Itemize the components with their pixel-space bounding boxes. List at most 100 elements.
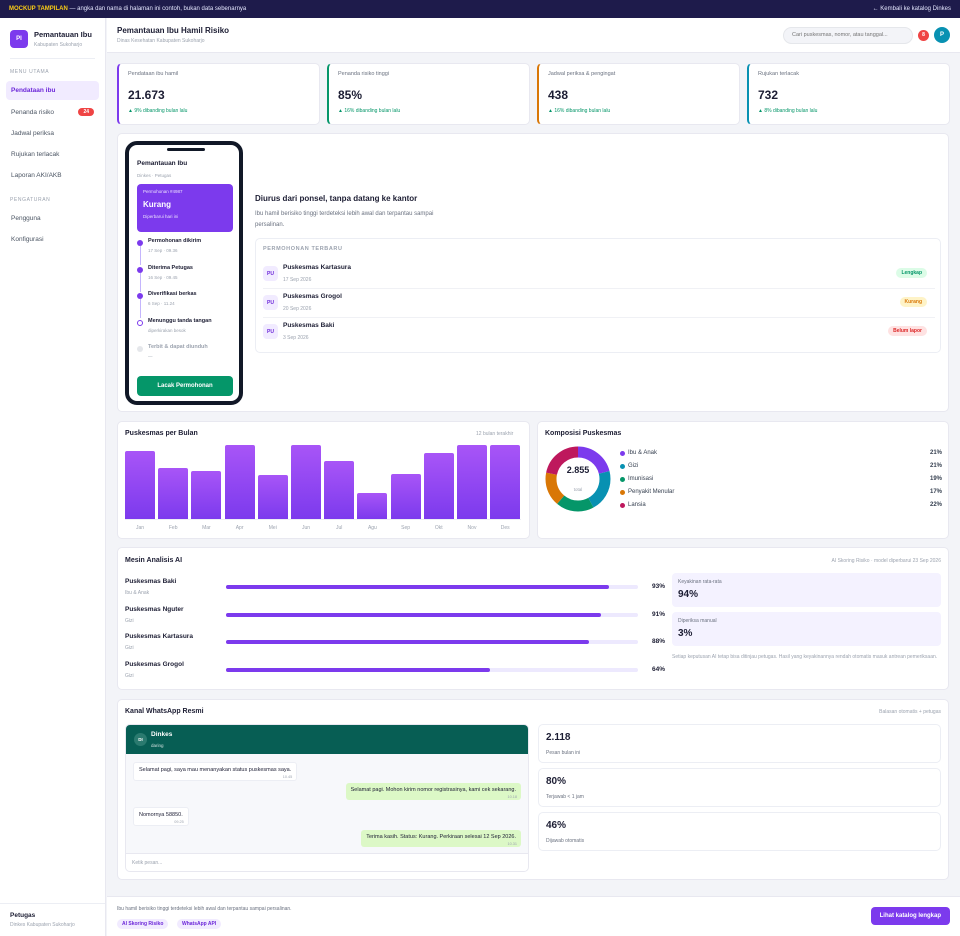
search-input[interactable] bbox=[783, 26, 913, 44]
back-to-catalog-link[interactable]: ← Kembali ke katalog Dinkes bbox=[872, 6, 951, 12]
x-tick-label: Jan bbox=[135, 525, 145, 531]
stat-value: 21.673 bbox=[128, 88, 165, 102]
message-text: Nomornya 58850. bbox=[139, 812, 183, 818]
bar-jun[interactable] bbox=[291, 444, 321, 519]
bar-mar[interactable] bbox=[191, 471, 222, 519]
ai-progress-fill bbox=[226, 668, 490, 672]
ai-score-row[interactable]: Puskesmas Baki Ibu & Anak 93% bbox=[125, 578, 665, 605]
donut-slice-penyakit-menular[interactable] bbox=[545, 446, 611, 512]
chat-message-in: Nomornya 58850. 09.25 bbox=[133, 807, 189, 826]
request-status-card: Permohonan #4987 Kurang Diperbarui hari … bbox=[137, 184, 233, 232]
brand: PI Pemantauan Ibu Kabupaten Sukoharjo bbox=[0, 18, 105, 58]
sidebar-divider bbox=[10, 58, 95, 59]
bar-jan[interactable] bbox=[125, 450, 155, 519]
phone-notch bbox=[167, 148, 205, 151]
list-item[interactable]: PU Puskesmas Baki 3 Sep 2026 Belum lapor bbox=[263, 319, 935, 347]
ai-row-name: Puskesmas Nguter bbox=[125, 606, 184, 613]
donut-chart-title: Komposisi Puskesmas bbox=[545, 430, 622, 437]
manual-review-label: Diperiksa manual bbox=[678, 618, 717, 624]
message-time: 10.31 bbox=[507, 842, 517, 846]
sidebar-item-konfigurasi[interactable]: Konfigurasi bbox=[6, 230, 99, 249]
app-logo: PI bbox=[10, 30, 28, 48]
x-tick-label: Okt bbox=[434, 525, 443, 531]
message-text: Terima kasih. Status: Kurang. Perkiraan … bbox=[366, 834, 516, 840]
mobile-description: Ibu hamil berisiko tinggi terdeteksi leb… bbox=[255, 211, 434, 228]
request-name: Puskesmas Baki bbox=[283, 322, 335, 329]
sidebar-item-laporan[interactable]: Laporan AKI/AKB bbox=[6, 166, 99, 185]
puskesmas-icon: PU bbox=[263, 295, 278, 310]
user-name: Petugas bbox=[10, 912, 36, 919]
bar-feb[interactable] bbox=[158, 468, 189, 519]
track-request-button[interactable]: Lacak Permohonan bbox=[137, 376, 233, 396]
legend-swatch bbox=[620, 464, 625, 469]
stat-label: Jadwal periksa & pengingat bbox=[548, 71, 616, 77]
phone-mockup: Pemantauan Ibu Dinkes · Petugas Permohon… bbox=[125, 141, 243, 405]
bar-agu[interactable] bbox=[357, 493, 388, 519]
x-tick-label: Des bbox=[500, 525, 510, 531]
legend-value: 21% bbox=[929, 450, 942, 456]
kpi-label: Pesan bulan ini bbox=[546, 750, 581, 756]
step-label: Menunggu tanda tangan bbox=[148, 317, 212, 324]
list-item[interactable]: PU Puskesmas Grogol 20 Sep 2026 Kurang bbox=[263, 290, 935, 318]
sidebar-item-label: Pendataan ibu bbox=[11, 87, 56, 94]
sidebar-item-pengguna[interactable]: Pengguna bbox=[6, 209, 99, 228]
sidebar-item-risiko[interactable]: Penanda risiko 24 bbox=[6, 102, 99, 122]
chat-avatar: DI bbox=[134, 733, 147, 746]
bar-des[interactable] bbox=[490, 444, 521, 519]
wa-kpi-card: 80% Terjawab < 1 jam bbox=[538, 768, 941, 807]
legend-label: Lansia bbox=[628, 502, 646, 508]
list-item[interactable]: PU Puskesmas Kartasura 17 Sep 2026 Lengkap bbox=[263, 261, 935, 289]
kpi-value: 46% bbox=[546, 820, 567, 831]
ai-score-row[interactable]: Puskesmas Nguter Gizi 91% bbox=[125, 606, 665, 633]
ai-score-row[interactable]: Puskesmas Grogol Gizi 64% bbox=[125, 661, 665, 688]
bar-sep[interactable] bbox=[390, 474, 421, 519]
x-tick-label: Feb bbox=[168, 525, 178, 531]
sidebar-item-rujukan[interactable]: Rujukan terlacak bbox=[6, 145, 99, 164]
request-id: Permohonan #4987 bbox=[143, 189, 183, 194]
bar-chart-title: Puskesmas per Bulan bbox=[125, 430, 198, 437]
bar-mei[interactable] bbox=[257, 474, 288, 519]
whatsapp-title: Kanal WhatsApp Resmi bbox=[125, 708, 204, 715]
message-time: 10.18 bbox=[507, 795, 517, 799]
request-name: Puskesmas Grogol bbox=[283, 293, 342, 300]
sidebar-item-jadwal[interactable]: Jadwal periksa bbox=[6, 124, 99, 143]
status-badge: Kurang bbox=[899, 297, 927, 307]
bar-nov[interactable] bbox=[457, 444, 487, 519]
sidebar-item-label: Jadwal periksa bbox=[11, 130, 54, 137]
request-name: Puskesmas Kartasura bbox=[283, 264, 351, 271]
timeline-step: Diverifikasi berkas 6 Sep · 11.24 bbox=[137, 291, 233, 318]
page-footer: Ibu hamil berisiko tinggi terdeteksi leb… bbox=[107, 896, 960, 936]
kpi-label: Dijawab otomatis bbox=[546, 838, 585, 844]
sidebar-item-label: Konfigurasi bbox=[11, 236, 44, 243]
ai-row-name: Puskesmas Baki bbox=[125, 578, 177, 585]
ai-progress-track bbox=[226, 613, 638, 617]
avatar[interactable]: P bbox=[934, 27, 950, 43]
feature-tag: WhatsApp API bbox=[177, 919, 222, 929]
step-date: diperkirakan besok bbox=[148, 327, 186, 333]
x-tick-label: Nov bbox=[467, 525, 477, 531]
donut-slice-imunisasi[interactable] bbox=[545, 446, 611, 512]
recent-requests-title: PERMOHONAN TERBARU bbox=[263, 246, 343, 252]
message-text: Selamat pagi. Mohon kirim nomor registra… bbox=[350, 787, 516, 793]
x-tick-label: Apr bbox=[235, 525, 244, 531]
chat-input[interactable]: Ketik pesan... bbox=[126, 853, 528, 871]
legend-value: 21% bbox=[929, 463, 942, 469]
donut-chart bbox=[545, 446, 611, 512]
legend-label: Gizi bbox=[628, 463, 639, 469]
donut-slice-lansia[interactable] bbox=[545, 446, 611, 512]
step-dot bbox=[137, 346, 143, 352]
bar-chart bbox=[125, 444, 521, 520]
bar-okt[interactable] bbox=[423, 452, 454, 519]
ai-score-row[interactable]: Puskesmas Kartasura Gizi 88% bbox=[125, 633, 665, 660]
puskesmas-icon: PU bbox=[263, 266, 278, 281]
bar-apr[interactable] bbox=[224, 444, 255, 519]
view-catalog-button[interactable]: Lihat katalog lengkap bbox=[870, 907, 950, 925]
status-timeline: Permohonan dikirim 17 Sep · 09.36 Diterim… bbox=[137, 238, 233, 371]
sidebar-item-pendataan[interactable]: Pendataan ibu bbox=[6, 81, 99, 100]
chat-message-out: Terima kasih. Status: Kurang. Perkiraan … bbox=[361, 830, 521, 847]
notification-badge[interactable]: 8 bbox=[918, 29, 929, 41]
stat-delta: ▲ 9% dibanding bulan lalu bbox=[128, 108, 188, 114]
stat-card-risiko: Penanda risiko tinggi 85% ▲ 16% dibanding … bbox=[327, 63, 530, 125]
donut-slice-gizi[interactable] bbox=[545, 446, 611, 512]
bar-jul[interactable] bbox=[324, 461, 355, 519]
